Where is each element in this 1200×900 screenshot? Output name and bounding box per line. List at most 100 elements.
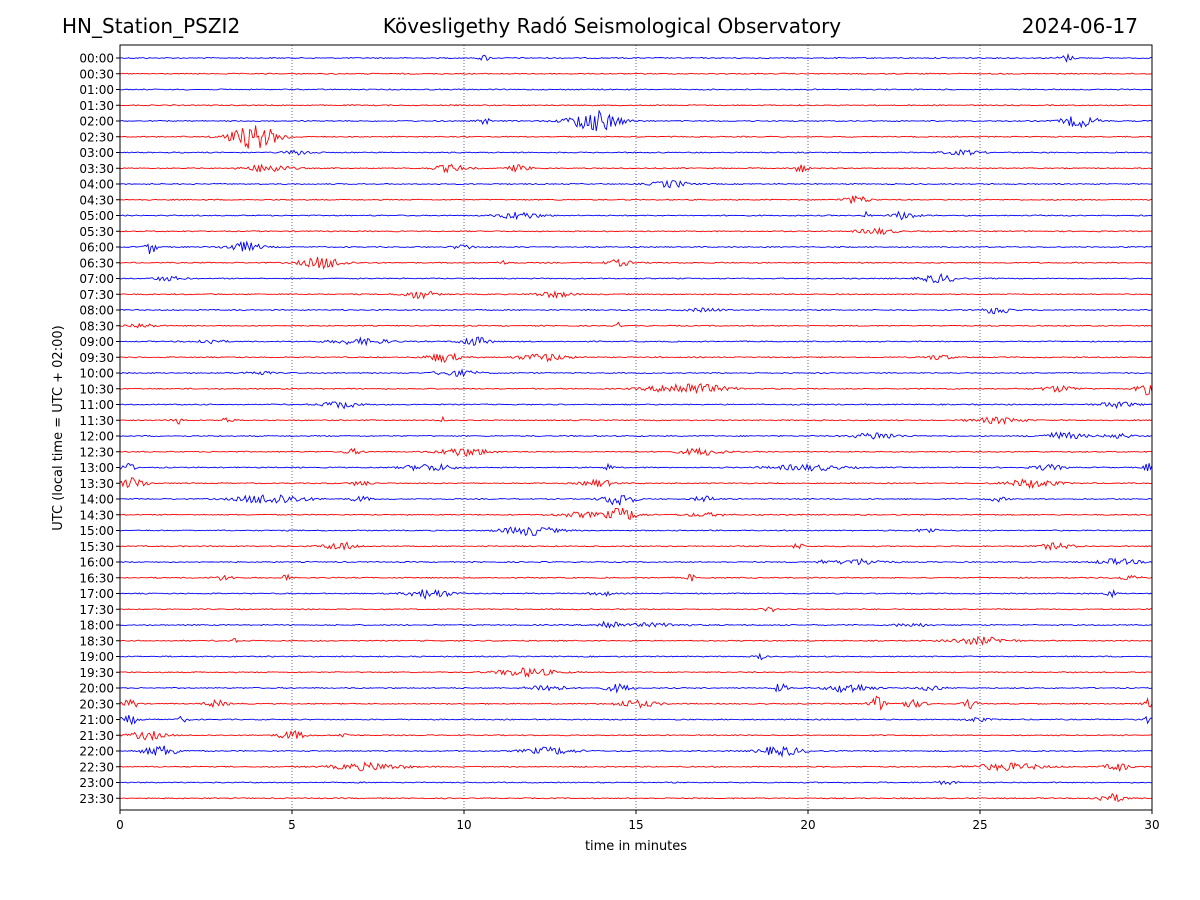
y-tick-label: 15:30 xyxy=(79,540,114,554)
y-tick-label: 09:00 xyxy=(79,335,114,349)
chart-date: 2024-06-17 xyxy=(1021,14,1138,38)
y-tick-label: 11:00 xyxy=(79,398,114,412)
y-tick-label: 04:30 xyxy=(79,193,114,207)
trace-1900 xyxy=(119,652,1152,661)
trace-1300 xyxy=(119,462,1153,472)
y-tick-label: 05:30 xyxy=(79,225,114,239)
trace-0030 xyxy=(119,72,1153,75)
trace-0630 xyxy=(119,256,1153,270)
trace-1400 xyxy=(119,494,1153,506)
y-tick-label: 09:30 xyxy=(79,351,114,365)
trace-0930 xyxy=(119,352,1153,364)
y-tick-label: 20:00 xyxy=(79,682,114,696)
y-axis-label: UTC (local time = UTC + 02:00) xyxy=(51,325,66,530)
trace-2000 xyxy=(119,682,1153,694)
trace-1530 xyxy=(119,541,1153,551)
y-tick-label: 12:30 xyxy=(79,445,114,459)
y-tick-label: 00:00 xyxy=(79,52,114,66)
y-tick-label: 02:00 xyxy=(79,115,114,129)
trace-1730 xyxy=(119,606,1153,613)
trace-1000 xyxy=(119,368,1153,378)
x-tick-label: 10 xyxy=(456,818,471,832)
trace-1230 xyxy=(119,446,1153,457)
x-axis-label: time in minutes xyxy=(585,839,687,854)
trace-0800 xyxy=(119,307,1153,315)
trace-0530 xyxy=(119,226,1153,236)
y-tick-label: 10:00 xyxy=(79,367,114,381)
y-tick-label: 23:30 xyxy=(79,792,114,806)
trace-2330 xyxy=(119,792,1153,803)
trace-0000 xyxy=(119,52,1152,63)
y-tick-label: 03:30 xyxy=(79,162,114,176)
y-tick-label: 11:30 xyxy=(79,414,114,428)
x-tick-label: 25 xyxy=(972,818,987,832)
trace-2300 xyxy=(119,780,1153,786)
y-tick-label: 20:30 xyxy=(79,697,114,711)
trace-0830 xyxy=(119,321,1153,329)
y-tick-label: 14:00 xyxy=(79,493,114,507)
y-tick-label: 10:30 xyxy=(79,382,114,396)
y-tick-label: 03:00 xyxy=(79,146,114,160)
y-tick-label: 22:30 xyxy=(79,760,114,774)
trace-0730 xyxy=(120,290,1153,300)
trace-2230 xyxy=(119,761,1153,772)
y-tick-label: 19:00 xyxy=(79,650,114,664)
y-tick-label: 04:00 xyxy=(79,178,114,192)
trace-2200 xyxy=(119,745,1153,758)
trace-0400 xyxy=(119,179,1153,189)
y-tick-label: 18:30 xyxy=(79,634,114,648)
y-tick-label: 16:30 xyxy=(79,571,114,585)
y-tick-label: 18:00 xyxy=(79,619,114,633)
seismic-traces xyxy=(119,52,1153,803)
x-tick-label: 15 xyxy=(628,818,643,832)
x-tick-label: 0 xyxy=(116,818,124,832)
trace-2100 xyxy=(119,714,1153,726)
trace-1700 xyxy=(119,588,1153,600)
x-tick-label: 30 xyxy=(1144,818,1159,832)
trace-0430 xyxy=(119,195,1153,204)
station-name: HN_Station_PSZI2 xyxy=(62,14,241,38)
y-tick-label: 13:00 xyxy=(79,461,114,475)
trace-2130 xyxy=(119,729,1153,742)
trace-2030 xyxy=(119,695,1153,711)
trace-0300 xyxy=(119,149,1153,156)
y-tick-label: 06:00 xyxy=(79,241,114,255)
y-tick-label: 17:00 xyxy=(79,587,114,601)
trace-1930 xyxy=(119,667,1153,678)
trace-1600 xyxy=(119,557,1153,566)
trace-0600 xyxy=(119,240,1153,255)
trace-0200 xyxy=(119,109,1153,132)
y-tick-label: 12:00 xyxy=(79,430,114,444)
y-tick-label: 16:00 xyxy=(79,556,114,570)
y-tick-label: 21:00 xyxy=(79,713,114,727)
y-tick-label: 21:30 xyxy=(79,729,114,743)
y-tick-label: 07:30 xyxy=(79,288,114,302)
chart-title: Kövesligethy Radó Seismological Observat… xyxy=(382,14,842,38)
trace-0130 xyxy=(119,104,1153,107)
trace-1630 xyxy=(119,573,1153,582)
trace-1330 xyxy=(119,476,1153,490)
y-tick-label: 06:30 xyxy=(79,256,114,270)
x-tick-label: 5 xyxy=(288,818,296,832)
y-tick-label: 08:30 xyxy=(79,319,114,333)
y-tick-label: 01:30 xyxy=(79,99,114,113)
y-tick-label: 15:00 xyxy=(79,524,114,538)
y-tick-label: 22:00 xyxy=(79,745,114,759)
trace-1030 xyxy=(119,382,1153,396)
y-tick-label: 23:00 xyxy=(79,776,114,790)
trace-1100 xyxy=(119,401,1153,410)
y-tick-label: 19:30 xyxy=(79,666,114,680)
y-tick-label: 02:30 xyxy=(79,130,114,144)
trace-0900 xyxy=(119,336,1153,347)
trace-0500 xyxy=(119,210,1153,221)
y-tick-label: 05:00 xyxy=(79,209,114,223)
trace-1800 xyxy=(119,620,1153,629)
trace-1430 xyxy=(119,507,1153,521)
y-tick-label: 00:30 xyxy=(79,67,114,81)
grid-lines xyxy=(291,45,981,810)
y-tick-label: 08:00 xyxy=(79,304,114,318)
trace-1830 xyxy=(119,635,1153,646)
trace-1200 xyxy=(119,431,1153,440)
